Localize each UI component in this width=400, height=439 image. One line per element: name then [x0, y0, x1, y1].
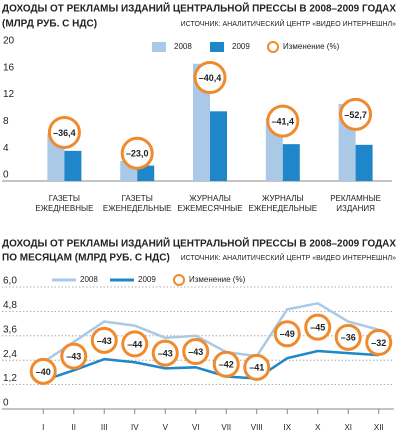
x-tick-label: ГАЗЕТЫ ЕЖЕДНЕВНЫЕ	[35, 194, 94, 213]
change-label: –36	[341, 333, 356, 343]
change-marker	[47, 115, 81, 149]
change-marker	[304, 313, 332, 341]
change-marker	[90, 326, 118, 354]
change-marker	[273, 320, 301, 348]
change-marker	[212, 350, 240, 378]
change-marker	[193, 61, 227, 95]
chart-source: ИСТОЧНИК: АНАЛИТИЧЕСКИЙ ЦЕНТР «ВИДЕО ИНТ…	[181, 253, 396, 262]
change-marker	[339, 97, 373, 131]
bar	[137, 165, 155, 181]
change-label: –43	[66, 352, 81, 362]
legend-marker	[173, 274, 185, 286]
x-tick-label: IX	[283, 423, 291, 432]
change-label: –41	[249, 363, 264, 373]
x-tick-label: VI	[192, 423, 200, 432]
change-label: –36,4	[53, 128, 76, 138]
legend-label: 2008	[80, 275, 98, 284]
change-marker	[334, 323, 362, 351]
chart-source: ИСТОЧНИК: АНАЛИТИЧЕСКИЙ ЦЕНТР «ВИДЕО ИНТ…	[181, 19, 396, 28]
change-label: –52,7	[344, 110, 367, 120]
chart-subtitle: ПО МЕСЯЦАМ (МЛРД РУБ. С НДС)	[2, 253, 170, 264]
line	[42, 349, 379, 382]
line	[42, 301, 380, 364]
y-tick-label: 20	[3, 36, 15, 47]
x-tick-label: XII	[374, 423, 384, 432]
change-label: –32	[371, 338, 386, 348]
y-tick-label: 4	[3, 143, 9, 154]
x-tick-label: РЕКЛАМНЫЕ ИЗДАНИЯ	[330, 194, 381, 213]
x-tick-label: ЖУРНАЛЫ ЕЖЕНЕДЕЛЬНЫЕ	[248, 194, 318, 213]
change-label: –44	[127, 339, 142, 349]
legend-label: Изменение (%)	[283, 42, 340, 51]
chart-title: ДОХОДЫ ОТ РЕКЛАМЫ ИЗДАНИЙ ЦЕНТРАЛЬНОЙ ПР…	[2, 237, 396, 250]
change-label: –45	[310, 323, 325, 333]
change-marker	[243, 353, 271, 381]
change-marker	[29, 357, 57, 385]
y-tick-label: 16	[3, 62, 15, 73]
y-tick-label: 1,2	[3, 373, 17, 384]
legend-label: Изменение (%)	[189, 275, 246, 284]
legend-label: 2009	[232, 42, 250, 51]
bar	[282, 144, 300, 181]
legend-swatch	[210, 42, 224, 52]
change-label: –43	[97, 336, 112, 346]
change-label: –40,4	[199, 73, 222, 83]
change-marker	[266, 104, 300, 138]
x-tick-label: II	[72, 423, 76, 432]
change-label: –41,4	[272, 116, 295, 126]
bar	[355, 144, 373, 181]
y-tick-label: 4,8	[3, 300, 17, 311]
bar	[210, 111, 227, 181]
y-tick-label: 3,6	[3, 324, 17, 335]
x-tick-label: V	[163, 423, 169, 432]
x-tick-label: ГАЗЕТЫ ЕЖЕНЕДЕЛЬНЫЕ	[102, 194, 172, 213]
bar	[64, 150, 82, 181]
x-tick-label: III	[101, 423, 108, 432]
legend-label: 2009	[138, 275, 156, 284]
change-marker	[365, 328, 393, 356]
x-tick-label: XI	[344, 423, 352, 432]
change-marker	[121, 330, 149, 358]
change-marker	[182, 338, 210, 366]
x-tick-label: VII	[221, 423, 231, 432]
y-tick-label: 0	[3, 170, 9, 181]
change-label: –49	[280, 329, 295, 339]
legend-marker	[267, 41, 279, 53]
change-label: –42	[219, 360, 234, 370]
legend-swatch	[152, 42, 166, 52]
x-tick-label: IV	[131, 423, 139, 432]
change-marker	[151, 339, 179, 367]
y-tick-label: 2,4	[3, 349, 17, 360]
change-label: –43	[158, 348, 173, 358]
legend-label: 2008	[174, 42, 192, 51]
chart-subtitle: (МЛРД РУБ. С НДС)	[2, 19, 97, 30]
x-tick-label: X	[315, 423, 321, 432]
chart-title: ДОХОДЫ ОТ РЕКЛАМЫ ИЗДАНИЙ ЦЕНТРАЛЬНОЙ ПР…	[2, 2, 396, 15]
x-tick-label: ЖУРНАЛЫ ЕЖЕМЕСЯЧНЫЕ	[177, 194, 243, 213]
x-tick-label: I	[42, 423, 44, 432]
y-tick-label: 0	[3, 398, 9, 409]
change-marker	[60, 342, 88, 370]
y-tick-label: 8	[3, 116, 9, 127]
y-tick-label: 12	[3, 89, 15, 100]
x-tick-label: VIII	[251, 423, 263, 432]
y-tick-label: 6,0	[3, 276, 17, 287]
change-label: –40	[36, 367, 51, 377]
change-label: –23,0	[126, 149, 149, 159]
change-label: –43	[188, 347, 203, 357]
change-marker	[120, 136, 154, 170]
